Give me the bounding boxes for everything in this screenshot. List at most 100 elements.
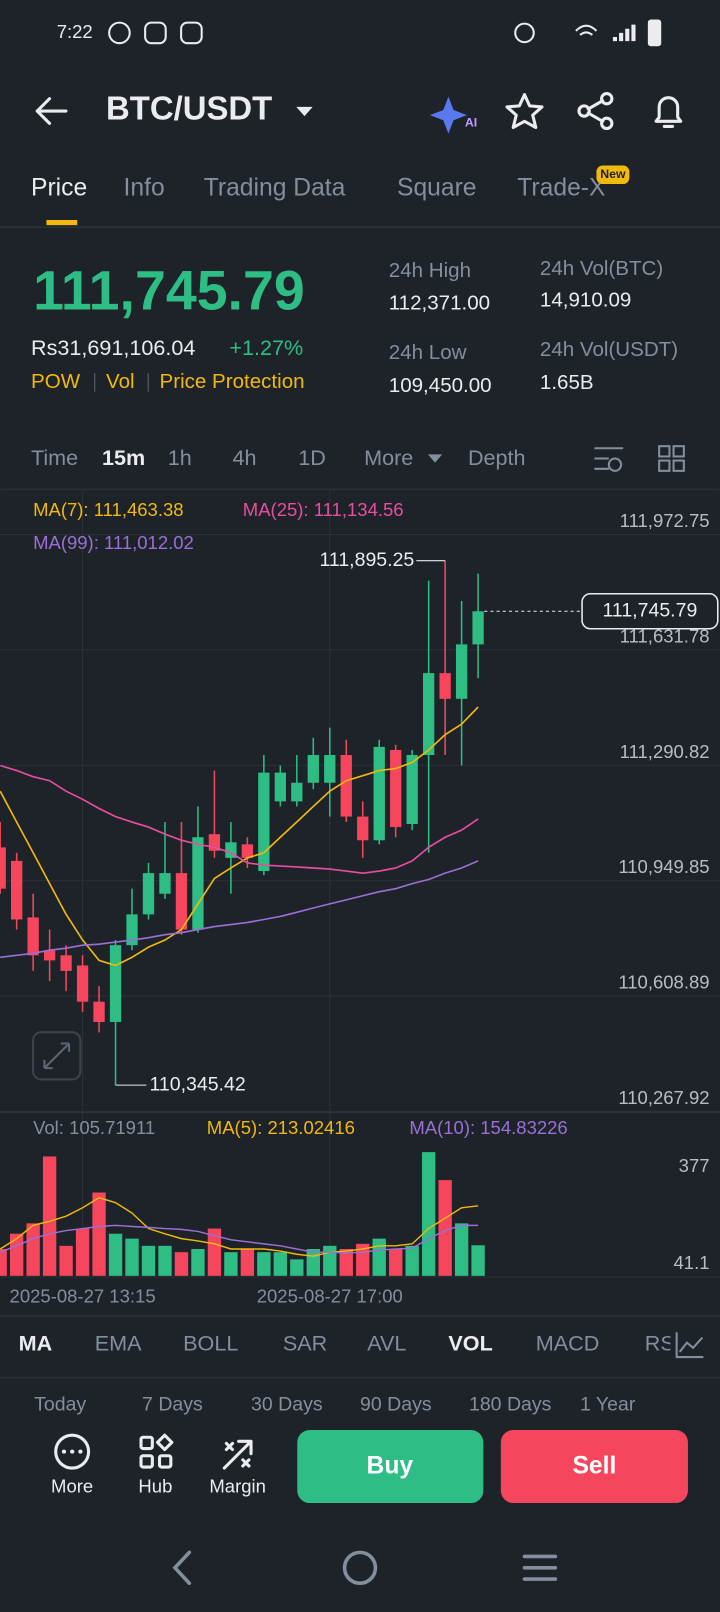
tab[interactable]: Trade-X [517, 175, 605, 202]
expand-button[interactable] [32, 1031, 82, 1081]
share-button[interactable] [577, 92, 614, 131]
candle-body [109, 945, 122, 1022]
tab-bar: Price Info Trading Data Square Trade-X [31, 175, 605, 202]
candle-body [126, 914, 138, 946]
candle-body [142, 873, 155, 915]
candle-body [373, 746, 385, 841]
volume-bar [273, 1252, 288, 1276]
candle-body [357, 816, 369, 841]
alert-button[interactable] [654, 96, 683, 128]
ma-line [0, 860, 479, 959]
extreme-label: 110,345.42 [149, 1073, 245, 1095]
tab[interactable]: Info [124, 175, 165, 202]
y-tick-label: 41.1 [674, 1252, 710, 1273]
back-button[interactable] [35, 97, 68, 125]
candle-body [455, 644, 468, 699]
tab[interactable]: Price [31, 175, 87, 202]
candle-body [291, 782, 303, 802]
stat-value: 1.65B [540, 371, 594, 394]
range[interactable]: 7 Days [142, 1394, 203, 1416]
indicator[interactable]: VOL [448, 1330, 492, 1355]
volume-bar [421, 1152, 436, 1276]
candle-body [76, 965, 89, 1002]
volume-bar [9, 1233, 24, 1276]
buy-button[interactable] [297, 1430, 484, 1504]
volume-bar [59, 1245, 73, 1276]
ai-badge: AI [465, 116, 477, 130]
stat-value: 14,910.09 [540, 289, 631, 312]
candle-body [11, 860, 23, 920]
range[interactable]: Today [34, 1394, 86, 1416]
bottom-button[interactable]: More [51, 1475, 93, 1496]
nav-home[interactable] [342, 1550, 378, 1586]
tag[interactable]: Vol [106, 370, 135, 393]
legend-entry: MA(7): 111,463.38 [33, 499, 183, 520]
indicator[interactable]: MACD [536, 1330, 600, 1355]
volume-bar [438, 1180, 452, 1276]
candle-body [258, 772, 270, 872]
candle-body [175, 873, 188, 930]
candle-body [159, 873, 171, 894]
indicator[interactable]: MA [19, 1330, 53, 1355]
legend-name: Vol: [33, 1117, 64, 1138]
legend-name: MA(10): [409, 1117, 475, 1138]
indicator[interactable]: BOLL [183, 1330, 238, 1355]
status-icons [108, 19, 662, 47]
chart-area: 2025-08-27 13:15 2025-08-27 17:00 110,267.… [0, 491, 720, 1306]
candle-body [192, 837, 204, 930]
interval[interactable]: More [364, 445, 413, 470]
legend-value: 111,012.02 [104, 532, 194, 553]
buy-label: Buy [367, 1453, 414, 1480]
sell-label: Sell [572, 1453, 616, 1480]
bottom-button[interactable]: Margin [209, 1475, 266, 1496]
indicator[interactable]: RS [645, 1330, 675, 1355]
last-price-box [581, 593, 719, 630]
indicator-bar: MA EMA BOLL SAR AVL VOL MACD RS [19, 1330, 675, 1355]
volume-bar [306, 1249, 320, 1276]
legend-name: MA(5): [207, 1117, 263, 1138]
bottom-button[interactable]: Hub [138, 1475, 172, 1496]
stat-label: 24h High [389, 259, 471, 282]
tag[interactable]: Price Protection [160, 370, 305, 393]
new-badge: New [600, 167, 626, 181]
indicator[interactable]: SAR [283, 1330, 327, 1355]
volume-bar [339, 1249, 353, 1276]
range[interactable]: 30 Days [251, 1394, 323, 1416]
interval[interactable]: 4h [233, 445, 257, 470]
interval[interactable]: 15m [102, 445, 145, 470]
nav-menu[interactable] [522, 1554, 558, 1581]
pair-title[interactable]: BTC/USDT [106, 90, 272, 127]
chart-settings[interactable] [594, 447, 624, 472]
y-tick-label: 110,608.89 [618, 972, 709, 993]
layout-toggle[interactable] [658, 445, 685, 472]
interval[interactable]: Time [31, 445, 78, 470]
legend-name: MA(25): [243, 499, 309, 520]
ai-button[interactable]: AI [429, 96, 477, 134]
x-tick-label: 2025-08-27 13:15 [10, 1285, 156, 1306]
tag[interactable]: POW [31, 370, 81, 393]
interval[interactable]: 1h [168, 445, 192, 470]
range[interactable]: 1 Year [580, 1394, 636, 1416]
tab[interactable]: Trading Data [204, 175, 346, 202]
candle-body [241, 844, 254, 858]
last-price-label: 111,745.79 [603, 599, 698, 621]
range[interactable]: 180 Days [469, 1394, 552, 1416]
tab[interactable]: Square [397, 175, 477, 202]
local-price: Rs31,691,106.04 [31, 335, 195, 360]
indicator[interactable]: EMA [95, 1330, 142, 1355]
indicator-settings[interactable] [675, 1332, 704, 1359]
candle-body [274, 772, 286, 802]
sell-button[interactable] [500, 1430, 688, 1504]
indicator[interactable]: AVL [367, 1330, 406, 1355]
y-tick-label: 111,290.82 [620, 741, 710, 762]
candle-body [27, 917, 39, 956]
more-caret[interactable] [427, 454, 443, 463]
range[interactable]: 90 Days [360, 1394, 432, 1416]
interval[interactable]: 1D [298, 445, 326, 470]
favorite-button[interactable] [505, 93, 544, 130]
nav-back[interactable] [172, 1550, 192, 1586]
interval[interactable]: Depth [468, 445, 526, 470]
pair-caret[interactable] [296, 106, 313, 117]
